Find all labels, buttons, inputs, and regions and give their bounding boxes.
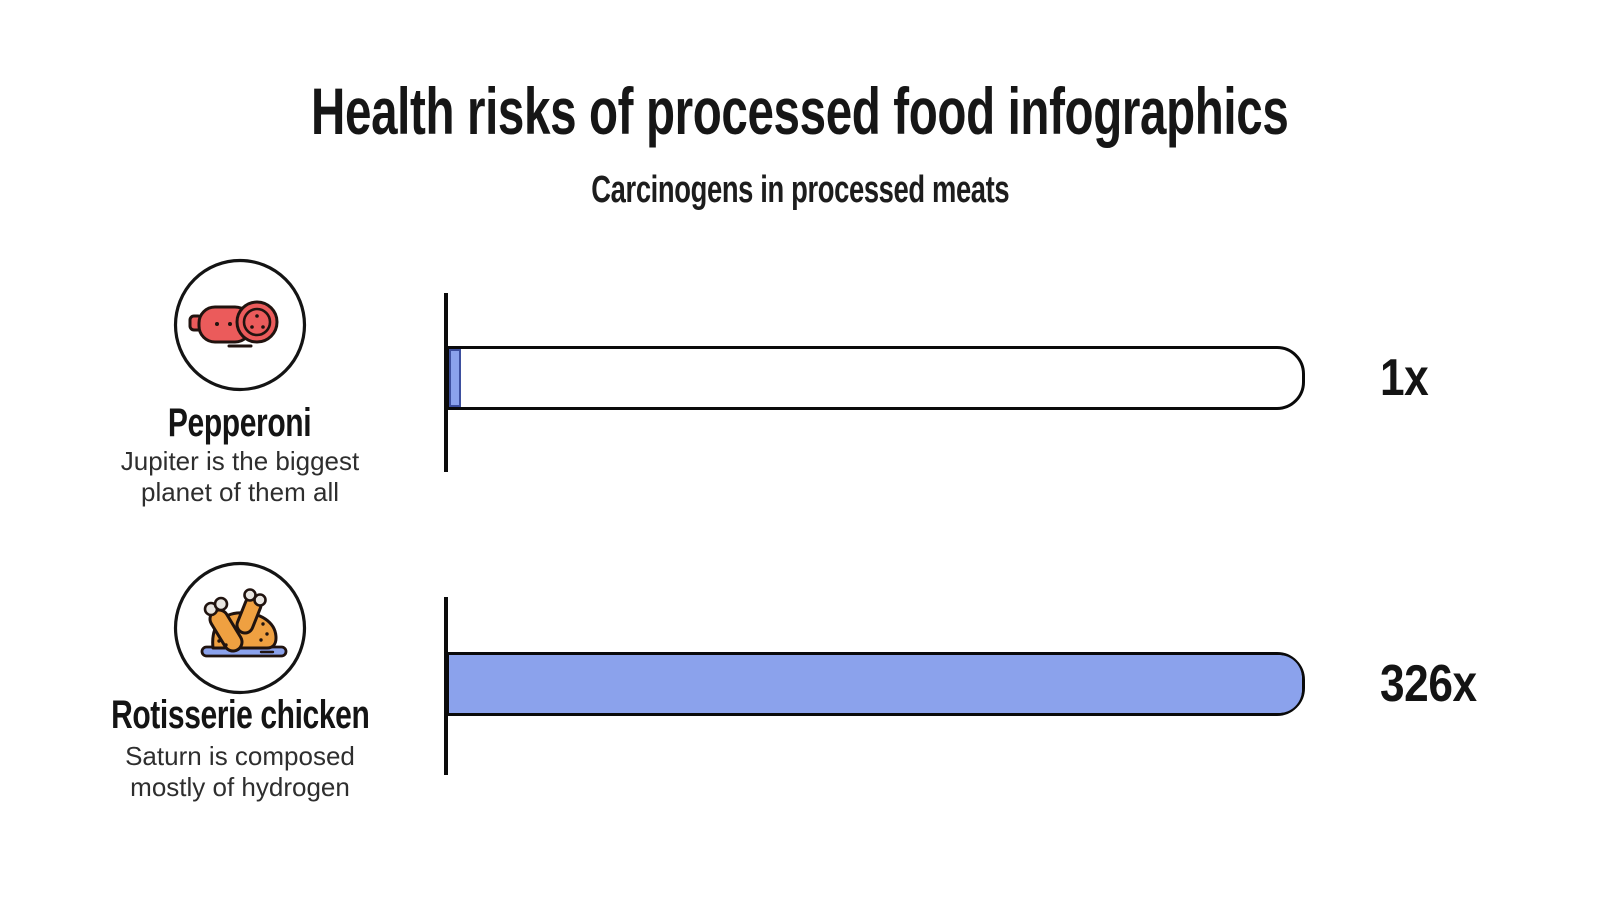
- bar-track-inner: [449, 655, 1302, 713]
- baseline-axis: [444, 597, 448, 775]
- category-label-rotisserie-chicken: Rotisserie chicken: [110, 693, 370, 737]
- roast-chicken-icon: [173, 561, 307, 695]
- baseline-axis: [444, 293, 448, 472]
- value-label-pepperoni: 1x: [1380, 349, 1429, 407]
- page-title: Health risks of processed food infograph…: [0, 78, 1600, 144]
- chart-subtitle: Carcinogens in processed meats: [0, 170, 1600, 210]
- bar-fill-pepperoni: [449, 349, 461, 407]
- page-title-text: Health risks of processed food infograph…: [311, 74, 1289, 148]
- bar-track-rotisserie-chicken: [446, 652, 1305, 716]
- bar-track-pepperoni: [446, 346, 1305, 410]
- category-description-pepperoni: Jupiter is the biggest planet of them al…: [120, 446, 360, 507]
- pepperoni-icon: [173, 258, 307, 392]
- bar-track-inner: [449, 349, 1302, 407]
- category-description-rotisserie-chicken: Saturn is composed mostly of hydrogen: [125, 741, 355, 802]
- category-label-pepperoni: Pepperoni: [168, 401, 312, 445]
- bar-fill-rotisserie-chicken: [449, 655, 1302, 713]
- chart-subtitle-text: Carcinogens in processed meats: [590, 169, 1010, 211]
- value-label-rotisserie-chicken: 326x: [1380, 655, 1477, 713]
